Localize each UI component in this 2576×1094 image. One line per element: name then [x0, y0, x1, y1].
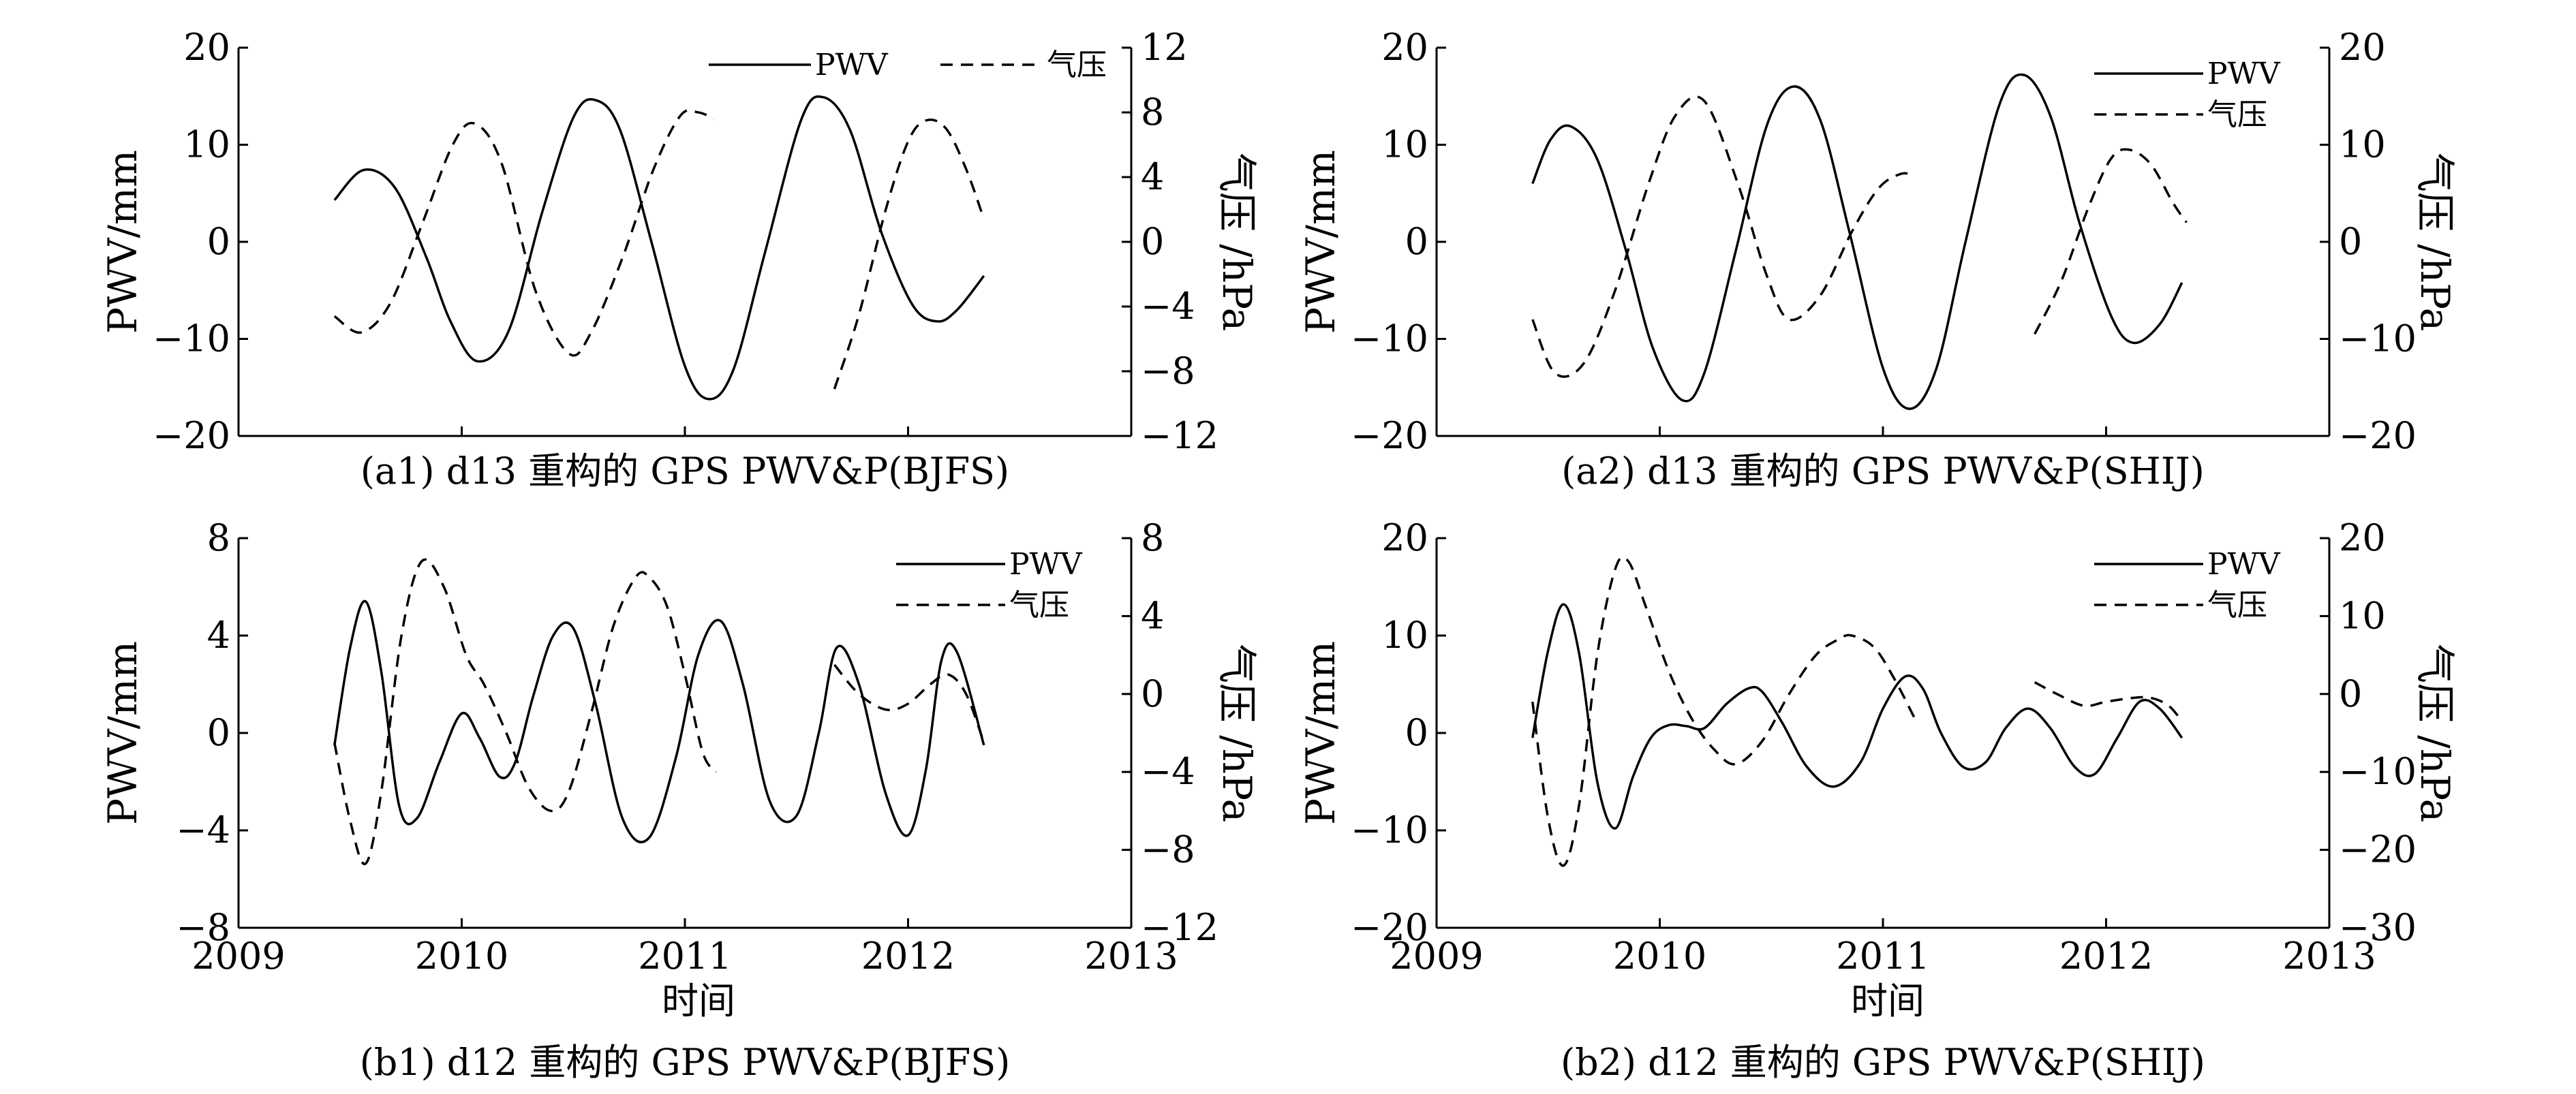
- left-y-axis-label: PWV/mm: [99, 641, 146, 825]
- right-y-tick-label: −12: [1141, 906, 1218, 949]
- left-y-axis-label: PWV/mm: [99, 150, 146, 334]
- left-y-tick-label: 0: [1405, 711, 1428, 754]
- pwv-series-line: [333, 599, 985, 843]
- x-tick-label: 2009: [1390, 935, 1483, 978]
- left-y-tick-label: 0: [1405, 220, 1428, 263]
- legend-pressure-label: 气压: [2207, 97, 2267, 132]
- x-axis-label-left: 时间: [662, 980, 735, 1022]
- x-axis-label-right: 时间: [1851, 980, 1925, 1022]
- right-y-tick-label: 0: [1141, 220, 1164, 263]
- pressure-series-line-seg1: [333, 558, 718, 866]
- pressure-series-line-seg2: [833, 118, 985, 390]
- right-y-tick-label: −20: [2339, 414, 2417, 457]
- left-y-tick-label: 0: [207, 220, 230, 263]
- left-y-tick-label: −10: [1351, 809, 1428, 851]
- right-y-tick-label: 20: [2339, 516, 2386, 559]
- left-y-tick-label: 20: [183, 26, 230, 69]
- right-y-tick-label: −10: [2339, 317, 2417, 360]
- right-y-axis-label: 气压 /hPa: [2412, 644, 2458, 822]
- right-y-tick-label: 4: [1141, 155, 1164, 198]
- right-y-tick-label: −12: [1141, 414, 1218, 457]
- panel-caption: (b2) d12 重构的 GPS PWV&P(SHIJ): [1561, 1041, 2205, 1084]
- pwv-series-line: [333, 95, 985, 401]
- right-y-tick-label: 4: [1141, 594, 1164, 637]
- panel-caption: (a1) d13 重构的 GPS PWV&P(BJFS): [361, 450, 1009, 493]
- left-y-tick-label: −10: [1351, 317, 1428, 360]
- x-tick-label: 2010: [415, 935, 508, 978]
- right-y-axis-label: 气压 /hPa: [2412, 153, 2458, 331]
- right-y-tick-label: 8: [1141, 91, 1164, 134]
- pressure-series-line-seg1: [333, 109, 715, 357]
- legend-pressure-label: 气压: [2207, 588, 2267, 623]
- left-y-tick-label: −8: [176, 906, 230, 949]
- legend-pwv-label: PWV: [815, 48, 889, 82]
- left-y-tick-label: 8: [207, 516, 230, 559]
- right-y-tick-label: 0: [2339, 672, 2362, 715]
- right-y-tick-label: −8: [1141, 349, 1195, 392]
- pressure-series-line-seg2: [2034, 681, 2183, 722]
- left-y-tick-label: −4: [176, 809, 230, 851]
- x-tick-label: 2011: [638, 935, 731, 978]
- pressure-series-line-seg1: [1531, 95, 1915, 378]
- x-tick-label: 2013: [2282, 935, 2376, 978]
- pressure-series-line-seg2: [833, 663, 985, 743]
- panel-b2: 2009 2010 2011 2012 201320100−10−2020100−10−…: [1298, 516, 2458, 1084]
- right-y-tick-label: 10: [2339, 123, 2386, 166]
- panel-a1: 20 10 0 −10 −20 12 8 4 0 −4 −8 −12 PWV/mm 气压 /hPa PWV 气…: [99, 26, 1260, 493]
- right-y-tick-label: −30: [2339, 906, 2417, 949]
- left-y-tick-label: −20: [153, 414, 230, 457]
- left-y-tick-label: 10: [183, 123, 230, 166]
- legend-pwv-label: PWV: [2207, 57, 2281, 91]
- right-y-tick-label: 0: [1141, 672, 1164, 715]
- pressure-series-line-seg2: [2034, 148, 2188, 335]
- panel-caption: (b1) d12 重构的 GPS PWV&P(BJFS): [360, 1041, 1011, 1084]
- right-y-tick-label: −4: [1141, 285, 1195, 328]
- panel-caption: (a2) d13 重构的 GPS PWV&P(SHIJ): [1561, 450, 2205, 493]
- left-y-tick-label: −20: [1351, 906, 1428, 949]
- left-y-tick-label: 20: [1381, 516, 1428, 559]
- legend-pwv-label: PWV: [1009, 547, 1083, 582]
- right-y-tick-label: 8: [1141, 516, 1164, 559]
- right-y-axis-label: 气压 /hPa: [1214, 644, 1260, 822]
- x-tick-label: 2011: [1836, 935, 1929, 978]
- left-y-tick-label: −20: [1351, 414, 1428, 457]
- right-y-tick-label: −8: [1141, 828, 1195, 871]
- right-y-axis-label: 气压 /hPa: [1214, 153, 1260, 331]
- left-y-tick-label: 4: [207, 614, 230, 657]
- left-y-tick-label: 20: [1381, 26, 1428, 69]
- right-y-tick-label: −20: [2339, 828, 2417, 871]
- pressure-series-line-seg1: [1531, 555, 1916, 867]
- x-tick-label: 2012: [861, 935, 955, 978]
- right-y-tick-label: 20: [2339, 26, 2386, 69]
- pwv-series-line: [1531, 603, 2183, 830]
- x-tick-label: 2013: [1084, 935, 1178, 978]
- legend-pressure-label: 气压: [1009, 588, 1069, 623]
- panel-b1: 2009 2010 2011 2012 2013 8 4 0 −4 −8 8 4 0 −4 −8 −12 PWV…: [99, 516, 1260, 1084]
- legend-pressure-label: 气压: [1047, 48, 1107, 82]
- left-y-tick-label: 10: [1381, 614, 1428, 657]
- panel-a2: 20 10 0 −10 −20 20 10 0 −10 −20 PWV/mm 气压 /hPa PWV 气压…: [1298, 26, 2458, 493]
- x-tick-label: 2009: [191, 935, 285, 978]
- left-y-axis-label: PWV/mm: [1298, 150, 1344, 334]
- left-y-tick-label: 0: [207, 711, 230, 754]
- left-y-tick-label: −10: [153, 317, 230, 360]
- right-y-tick-label: 0: [2339, 220, 2362, 263]
- x-tick-label: 2012: [2059, 935, 2153, 978]
- right-y-tick-label: −10: [2339, 750, 2417, 793]
- left-y-tick-label: 10: [1381, 123, 1428, 166]
- legend-pwv-label: PWV: [2207, 547, 2281, 582]
- right-y-tick-label: −4: [1141, 750, 1195, 793]
- x-tick-label: 2010: [1613, 935, 1706, 978]
- right-y-tick-label: 10: [2339, 594, 2386, 637]
- right-y-tick-label: 12: [1141, 26, 1188, 69]
- left-y-axis-label: PWV/mm: [1298, 641, 1344, 825]
- pwv-series-line: [1531, 73, 2183, 410]
